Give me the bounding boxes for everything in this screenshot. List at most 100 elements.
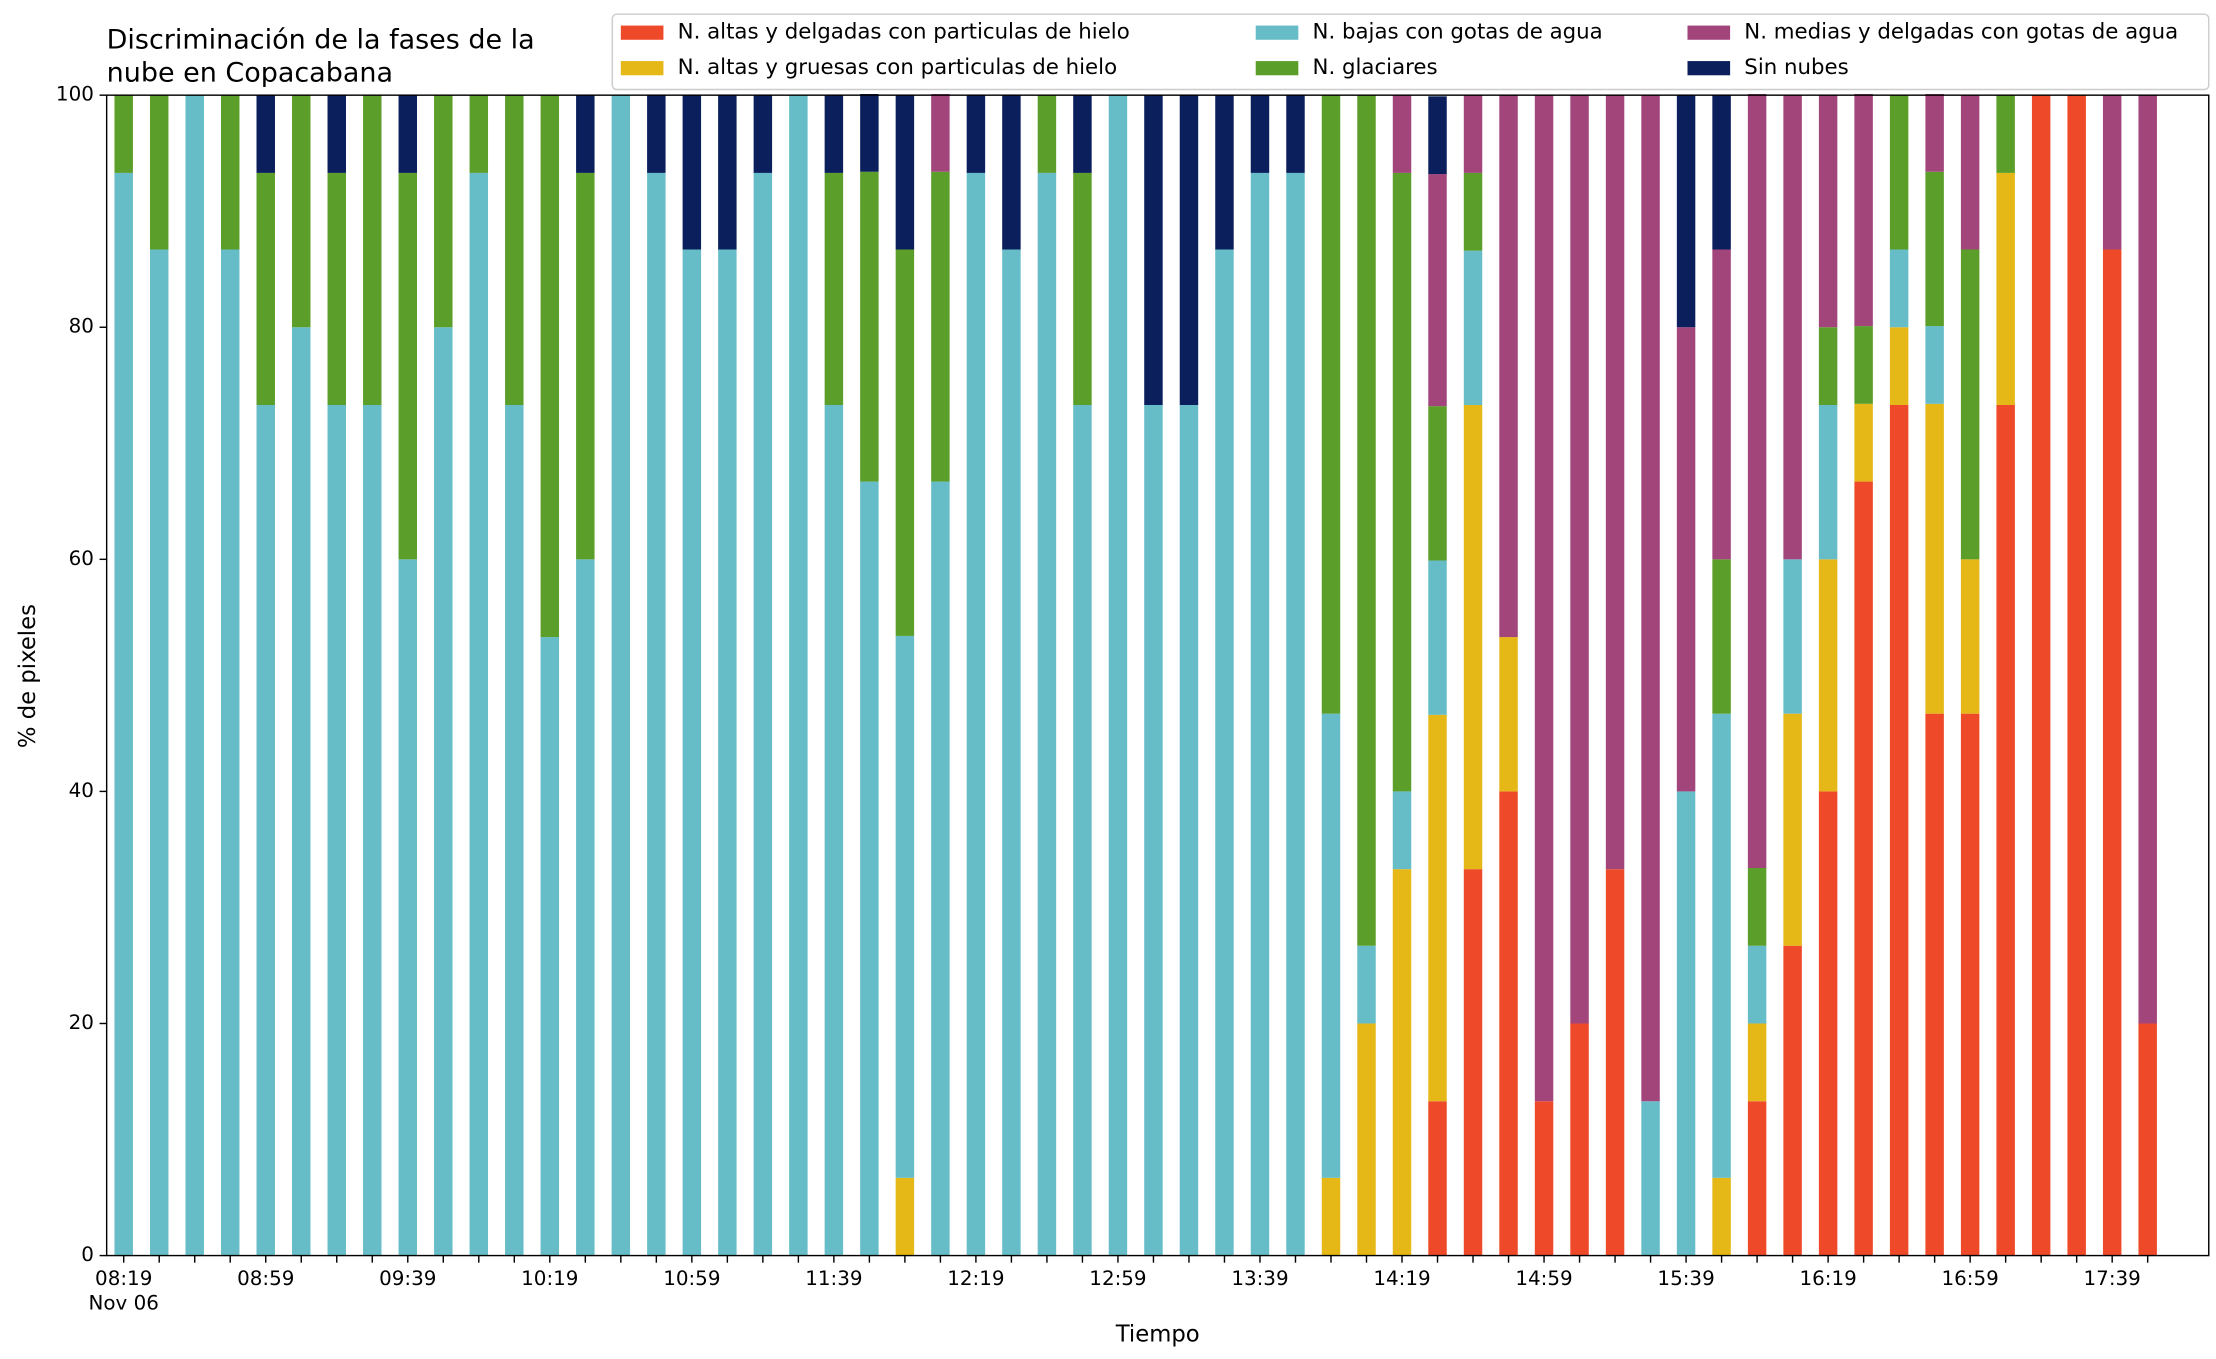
- bar-segment: [753, 172, 773, 1256]
- bar-segment: [221, 95, 240, 250]
- bar-segment: [398, 172, 418, 560]
- y-tick-label: 60: [69, 547, 94, 570]
- x-tick-label: 13:39: [1231, 1267, 1288, 1290]
- x-tick-label: 17:39: [2084, 1267, 2141, 1290]
- bar-segment: [1357, 95, 1376, 946]
- bar-segment: [1818, 791, 1838, 1256]
- bar-segment: [1996, 172, 2015, 405]
- x-tick-label: 14:59: [1515, 1267, 1572, 1290]
- bar-segment: [1250, 95, 1270, 173]
- y-tick-label: 20: [69, 1011, 94, 1034]
- y-axis-label: % de pixeles: [15, 604, 41, 748]
- bar-segment: [363, 95, 382, 405]
- legend-swatch: [1687, 61, 1731, 76]
- bar-segment: [682, 95, 702, 250]
- bar-segment: [1818, 559, 1838, 792]
- bar-segment: [718, 249, 737, 1256]
- bar-segment: [1463, 250, 1483, 405]
- bar-segment: [1499, 95, 1518, 638]
- bar-segment: [1712, 249, 1731, 560]
- bar-segment: [1463, 95, 1483, 173]
- bar-segment: [1925, 326, 1944, 404]
- bar-segment: [1037, 95, 1057, 173]
- bar-segment: [1854, 94, 1873, 327]
- legend-box: [611, 13, 2210, 91]
- bar-segment: [2138, 1023, 2157, 1256]
- bar-segment: [1392, 869, 1412, 1256]
- bar-segment: [1818, 404, 1838, 560]
- bar-segment: [221, 249, 240, 1256]
- legend-swatch: [620, 61, 664, 76]
- bar-segment: [1783, 95, 1802, 560]
- bar-segment: [1960, 559, 1980, 714]
- legend-swatch: [620, 25, 664, 40]
- bar-segment: [895, 95, 915, 250]
- bar-segment: [1996, 404, 2015, 1256]
- bar-segment: [1854, 403, 1873, 482]
- x-tick-label: 15:39: [1657, 1267, 1714, 1290]
- bar-segment: [469, 172, 489, 1256]
- bar-segment: [860, 171, 879, 482]
- bar-segment: [434, 95, 453, 328]
- x-tick-label: 16:59: [1942, 1267, 1999, 1290]
- bar-segment: [2067, 95, 2086, 1256]
- legend-label: N. medias y delgadas con gotas de agua: [1744, 20, 2178, 45]
- bar-segment: [434, 327, 453, 1256]
- bar-segment: [1570, 1023, 1589, 1256]
- bar-segment: [1179, 95, 1199, 405]
- chart-title: nube en Copacabana: [107, 57, 393, 88]
- x-tick-label: 10:59: [663, 1267, 720, 1290]
- bar-segment: [1428, 560, 1447, 715]
- bar-segment: [1534, 1101, 1554, 1256]
- bar-segment: [1641, 95, 1660, 1102]
- bar-segment: [1108, 95, 1128, 1256]
- bar-segment: [469, 95, 489, 173]
- y-tick-label: 80: [69, 315, 94, 338]
- legend-label: N. glaciares: [1313, 55, 1438, 80]
- x-axis-label: Tiempo: [1115, 1322, 1200, 1348]
- x-tick-label: 09:39: [379, 1267, 436, 1290]
- bar-segment: [1321, 713, 1341, 1178]
- bar-segment: [1605, 95, 1625, 870]
- bar-segment: [1392, 172, 1412, 792]
- x-tick-label: 12:59: [1089, 1267, 1146, 1290]
- bar-segment: [2102, 249, 2122, 1256]
- bar-segment: [824, 95, 844, 173]
- bar-segment: [1747, 867, 1767, 946]
- bar-segment: [540, 637, 560, 1256]
- bar-segment: [1499, 637, 1518, 792]
- bar-segment: [1179, 404, 1199, 1256]
- bar-segment: [1925, 171, 1944, 327]
- bar-segment: [1534, 95, 1554, 1102]
- y-tick-label: 100: [56, 83, 94, 106]
- legend-swatch: [1687, 25, 1731, 40]
- bar-segment: [327, 404, 346, 1256]
- bar-segment: [1783, 945, 1802, 1256]
- bar-segment: [895, 635, 915, 1178]
- x-tick-label: 10:19: [521, 1267, 578, 1290]
- bar-segment: [931, 94, 950, 172]
- bar-segment: [1392, 95, 1412, 173]
- bar-segment: [682, 249, 702, 1256]
- bar-segment: [256, 404, 275, 1256]
- bar-segment: [185, 95, 204, 1256]
- bar-segment: [1428, 1101, 1447, 1256]
- bar-segment: [540, 95, 560, 638]
- x-tick-label: 08:19: [95, 1267, 152, 1290]
- bar-segment: [1960, 713, 1980, 1256]
- bar-segment: [149, 95, 169, 250]
- bar-segment: [1073, 404, 1092, 1256]
- bar-segment: [1463, 869, 1483, 1256]
- bar-segment: [1996, 95, 2015, 173]
- chart-title: Discriminación de la fases de la: [107, 25, 535, 56]
- bar-segment: [1960, 249, 1980, 560]
- bar-segment: [1428, 714, 1447, 1102]
- x-tick-label: 16:19: [1799, 1267, 1856, 1290]
- bar-segment: [1215, 249, 1234, 1256]
- bar-segment: [966, 95, 986, 173]
- bar-segment: [1641, 1101, 1660, 1256]
- bar-segment: [1925, 94, 1944, 172]
- bar-segment: [1286, 172, 1305, 1256]
- bar-segment: [1037, 172, 1057, 1256]
